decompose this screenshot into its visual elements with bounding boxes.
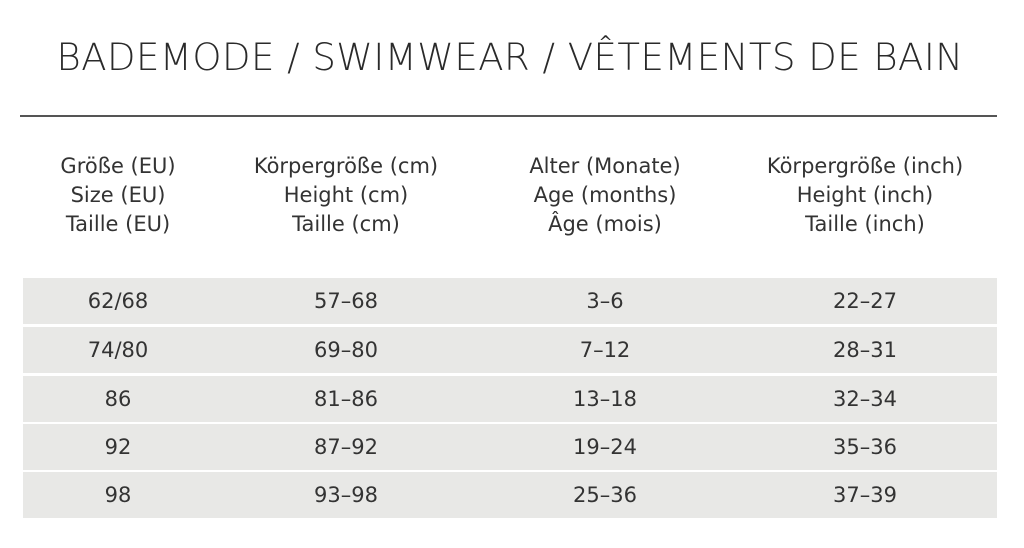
table-cell: 19–24 xyxy=(573,435,637,459)
table-cell: 62/68 xyxy=(87,289,149,313)
table-cell: 81–86 xyxy=(314,387,378,411)
column-header-line: Größe (EU) xyxy=(60,154,176,178)
divider xyxy=(20,115,997,117)
column-header: Größe (EU) Size (EU) Taille (EU) xyxy=(0,152,248,239)
table-row: 62/68 57–68 3–6 22–27 xyxy=(23,278,997,324)
table-cell: 25–36 xyxy=(573,483,637,507)
column-header-line: Körpergröße (inch) xyxy=(766,154,964,178)
table-cell: 7–12 xyxy=(579,338,631,362)
column-header-line: Size (EU) xyxy=(70,183,166,207)
table-row: 98 93–98 25–36 37–39 xyxy=(23,472,997,518)
column-header-line: Height (cm) xyxy=(283,183,409,207)
column-header-line: Taille (inch) xyxy=(805,212,925,236)
column-header-line: Age (months) xyxy=(533,183,677,207)
page-title: BADEMODE / SWIMWEAR / VÊTEMENTS DE BAIN xyxy=(56,36,964,79)
table-cell: 37–39 xyxy=(833,483,897,507)
table-cell: 93–98 xyxy=(314,483,378,507)
table-cell: 35–36 xyxy=(833,435,897,459)
table-row: 92 87–92 19–24 35–36 xyxy=(23,424,997,470)
table-cell: 32–34 xyxy=(833,387,897,411)
column-header-line: Height (inch) xyxy=(796,183,934,207)
table-cell: 86 xyxy=(104,387,132,411)
table-cell: 22–27 xyxy=(833,289,897,313)
table-row: 74/80 69–80 7–12 28–31 xyxy=(23,327,997,373)
table-cell: 57–68 xyxy=(314,289,378,313)
table-cell: 28–31 xyxy=(833,338,897,362)
table-cell: 87–92 xyxy=(314,435,378,459)
table-cell: 92 xyxy=(104,435,132,459)
table-cell: 13–18 xyxy=(573,387,637,411)
column-header: Alter (Monate) Age (months) Âge (mois) xyxy=(475,152,735,239)
column-header: Körpergröße (inch) Height (inch) Taille (i… xyxy=(735,152,995,239)
table-cell: 3–6 xyxy=(586,289,624,313)
column-header-line: Taille (EU) xyxy=(65,212,171,236)
table-cell: 74/80 xyxy=(87,338,149,362)
table-row: 86 81–86 13–18 32–34 xyxy=(23,376,997,422)
column-header: Körpergröße (cm) Height (cm) Taille (cm) xyxy=(216,152,476,239)
table-cell: 98 xyxy=(104,483,132,507)
column-header-line: Alter (Monate) xyxy=(529,154,681,178)
column-header-line: Körpergröße (cm) xyxy=(253,154,439,178)
table-cell: 69–80 xyxy=(314,338,378,362)
column-header-line: Âge (mois) xyxy=(548,212,662,236)
column-header-line: Taille (cm) xyxy=(292,212,400,236)
